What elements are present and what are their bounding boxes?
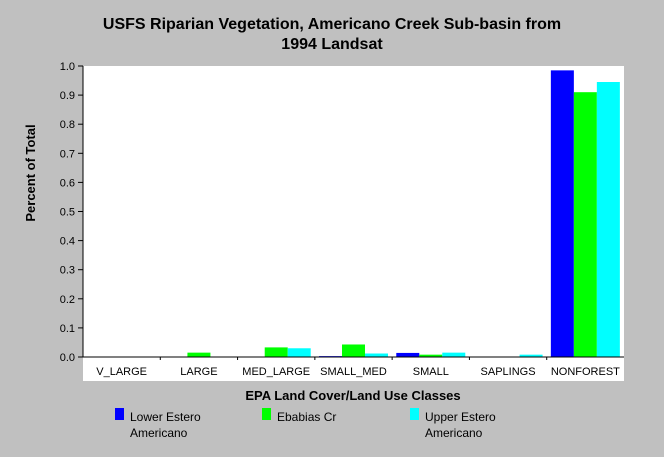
y-tick-label: 0.2 xyxy=(60,294,75,306)
x-tick-label-med_large: MED_LARGE xyxy=(242,366,310,378)
y-tick-label: 0.3 xyxy=(60,265,75,277)
bar-large-series-2 xyxy=(187,352,211,357)
y-tick-labels: 0.0 0.1 0.2 0.3 0.4 0.5 0.6 0.7 0.8 0.9 1.0 xyxy=(60,61,83,364)
bar-med_large-series-2 xyxy=(264,347,288,357)
x-tick-labels: V_LARGE LARGE MED_LARGE SMALL_MED SMALL SAPLI… xyxy=(96,357,620,378)
bars-group xyxy=(187,70,620,358)
x-tick-label-large: LARGE xyxy=(180,366,217,378)
bar-nonforest-series-3 xyxy=(596,82,620,357)
bar-small-series-2 xyxy=(419,354,443,357)
y-tick-label: 0.6 xyxy=(60,177,75,189)
y-tick-label: 0.8 xyxy=(60,119,75,131)
y-tick-label: 0.0 xyxy=(60,352,75,364)
x-tick-label-nonforest: NONFOREST xyxy=(551,366,620,378)
y-tick-label: 0.9 xyxy=(60,90,75,102)
legend-label-2: Ebabias Cr xyxy=(277,410,336,424)
legend-swatch-3 xyxy=(410,408,419,420)
chart-title: USFS Riparian Vegetation, Americano Cree… xyxy=(103,16,561,33)
y-tick-label: 0.7 xyxy=(60,148,75,160)
x-tick-label-small_med: SMALL_MED xyxy=(320,366,387,378)
bar-nonforest-series-2 xyxy=(573,92,597,357)
legend-label-3: Upper Estero xyxy=(425,410,496,424)
chart-subtitle: 1994 Landsat xyxy=(281,36,383,53)
x-tick-label-small: SMALL xyxy=(413,366,449,378)
x-axis-title: EPA Land Cover/Land Use Classes xyxy=(245,388,460,403)
y-tick-label: 0.4 xyxy=(60,236,75,248)
legend-label-1: Americano xyxy=(130,426,188,440)
y-axis-title: Percent of Total xyxy=(23,124,38,221)
bar-med_large-series-3 xyxy=(287,348,311,357)
y-tick-label: 1.0 xyxy=(60,61,75,73)
y-tick-label: 0.5 xyxy=(60,207,75,219)
x-tick-label-saplings: SAPLINGS xyxy=(481,366,536,378)
x-tick-label-v_large: V_LARGE xyxy=(96,366,147,378)
plot-area xyxy=(83,66,624,381)
y-tick-label: 0.1 xyxy=(60,323,75,335)
bar-nonforest-series-1 xyxy=(550,70,574,358)
legend-swatch-2 xyxy=(262,408,271,420)
legend-swatch-1 xyxy=(115,408,124,420)
bar-small-series-3 xyxy=(442,352,466,357)
bar-small-series-1 xyxy=(396,352,420,357)
bar-saplings-series-3 xyxy=(519,354,543,357)
legend: Lower Estero Americano Ebabias Cr Upper Est… xyxy=(115,408,496,440)
bar-small_med-series-2 xyxy=(342,344,365,357)
legend-label-3: Americano xyxy=(425,426,483,440)
bar-small_med-series-3 xyxy=(365,353,388,357)
legend-label-1: Lower Estero xyxy=(130,410,201,424)
